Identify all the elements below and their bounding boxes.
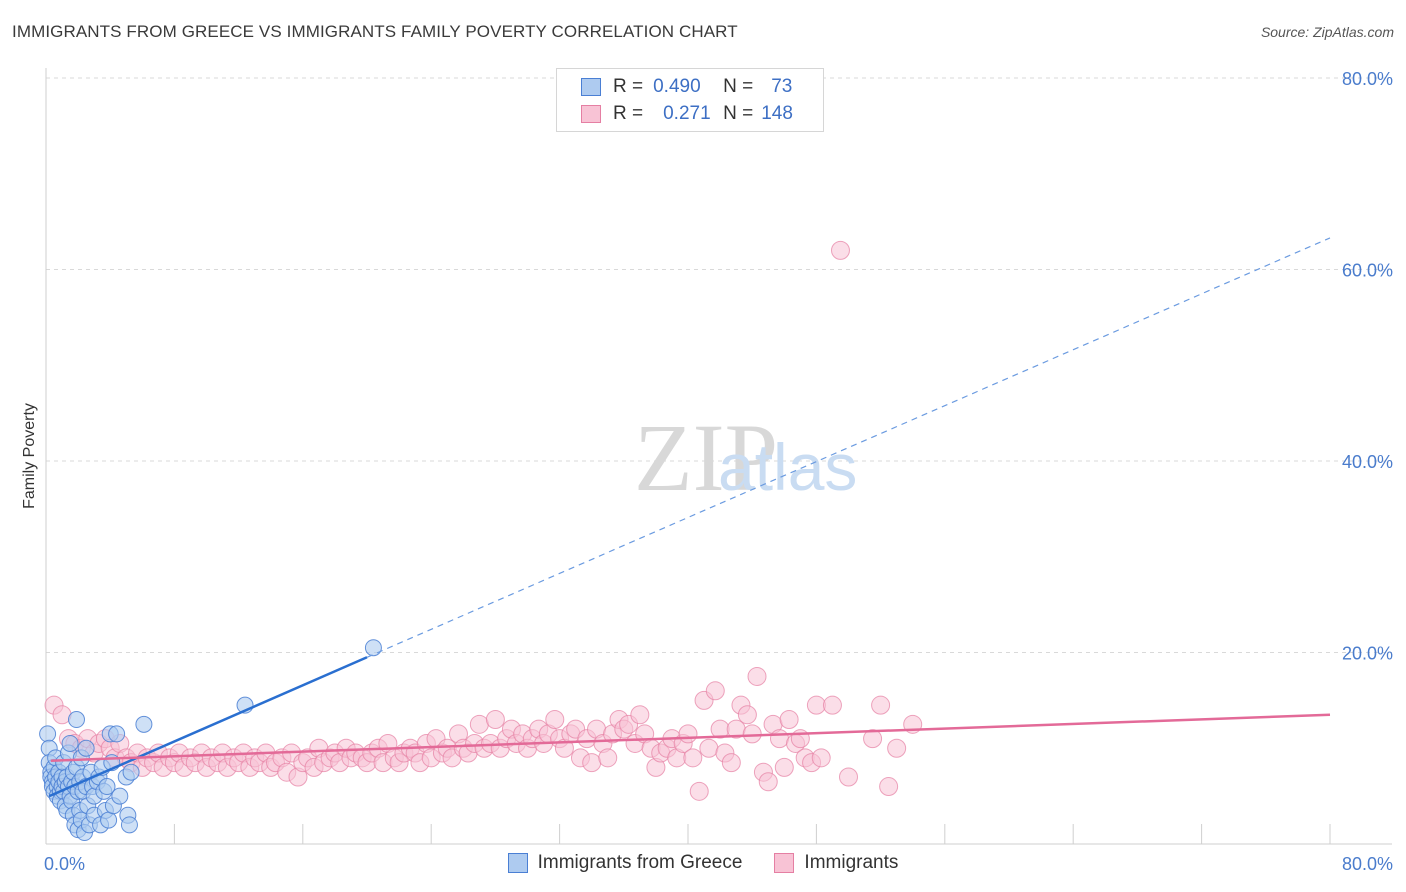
legend-r-label: R = [613, 76, 644, 97]
legend-r-value: 0.490 [653, 76, 701, 97]
data-point-greece [77, 739, 95, 757]
y-tick-label: 40.0% [1342, 452, 1393, 472]
data-point-greece [111, 787, 129, 805]
source-credit: Source: ZipAtlas.com [1260, 24, 1394, 40]
legend-n-label: N = [723, 103, 754, 124]
trend-line-greece-extension [366, 237, 1331, 658]
data-point-immigrants [545, 710, 565, 730]
data-point-greece [98, 778, 116, 796]
data-point-immigrants [742, 724, 762, 744]
data-point-immigrants [630, 705, 650, 725]
data-point-immigrants [689, 781, 709, 801]
legend-n-value: 148 [761, 103, 793, 124]
legend-swatch-blue [581, 78, 601, 96]
trend-line-greece [48, 656, 368, 798]
data-point-greece [135, 715, 153, 733]
y-tick-label: 20.0% [1342, 644, 1393, 664]
legend-row-greece: R = 0.490 N = 73 [581, 75, 792, 99]
y-axis-label: Family Poverty [21, 403, 38, 509]
data-point-immigrants [485, 710, 505, 730]
data-point-greece [100, 811, 118, 829]
data-point-immigrants [871, 695, 891, 715]
legend-swatch-blue [507, 853, 528, 873]
data-point-immigrants [806, 695, 826, 715]
data-point-immigrants [822, 695, 842, 715]
data-point-immigrants [598, 748, 618, 768]
legend-row-immigrants: R = 0.271 N = 148 [581, 102, 793, 126]
series-immigrants-points [44, 240, 923, 801]
legend-label-greece: Immigrants from Greece [537, 852, 743, 873]
legend-swatch-pink [581, 105, 601, 123]
data-point-immigrants [774, 757, 794, 777]
data-point-immigrants [747, 666, 767, 686]
data-point-immigrants [678, 724, 698, 744]
data-point-greece [67, 711, 85, 729]
series-legend: Immigrants from Greece Immigrants [0, 852, 1406, 874]
data-point-immigrants [839, 767, 858, 787]
y-tick-label: 60.0% [1342, 261, 1393, 281]
data-point-immigrants [863, 729, 883, 749]
data-point-immigrants [769, 729, 789, 749]
legend-n-value: 73 [771, 76, 793, 97]
legend-item-immigrants: Immigrants [774, 852, 898, 874]
data-point-immigrants [699, 738, 719, 758]
data-point-immigrants [887, 738, 907, 758]
legend-swatch-pink [774, 853, 795, 873]
data-point-immigrants [879, 777, 899, 797]
legend-r-label: R = [613, 103, 644, 124]
data-point-immigrants [469, 714, 489, 734]
data-point-immigrants [737, 705, 757, 725]
data-point-greece [108, 725, 126, 743]
data-point-immigrants [705, 681, 725, 701]
y-tick-label: 80.0% [1342, 69, 1393, 89]
x-tick-label: 80.0% [1342, 854, 1393, 874]
data-point-immigrants [683, 748, 703, 768]
data-point-greece [122, 763, 140, 781]
data-point-greece [120, 816, 138, 834]
trend-lines [48, 237, 1331, 798]
watermark-zip: ZIP [634, 404, 778, 511]
data-point-immigrants [779, 710, 799, 730]
legend-item-greece: Immigrants from Greece [507, 852, 743, 874]
x-tick-label: 0.0% [44, 854, 85, 874]
data-point-greece [39, 725, 57, 743]
data-point-greece [364, 639, 382, 657]
chart-title: IMMIGRANTS FROM GREECE VS IMMIGRANTS FAM… [12, 22, 738, 41]
legend-r-value: 0.271 [663, 103, 711, 124]
stats-legend: R = 0.490 N = 73 R = 0.271 N = 148 [556, 68, 824, 132]
data-point-immigrants [811, 748, 831, 768]
tick-labels: 20.0% 40.0% 60.0% 80.0% 0.0% 80.0% [44, 69, 1393, 874]
legend-n-label: N = [723, 76, 754, 97]
data-point-immigrants [830, 240, 850, 260]
data-point-greece [61, 734, 79, 752]
data-point-immigrants [721, 753, 741, 773]
trend-line-immigrants [50, 713, 1331, 762]
data-point-immigrants [582, 753, 602, 773]
legend-label-immigrants: Immigrants [804, 852, 899, 873]
grid-lines [46, 77, 1392, 653]
watermark-atlas: atlas [718, 430, 857, 504]
data-point-immigrants [758, 772, 778, 792]
axes [45, 68, 1392, 845]
